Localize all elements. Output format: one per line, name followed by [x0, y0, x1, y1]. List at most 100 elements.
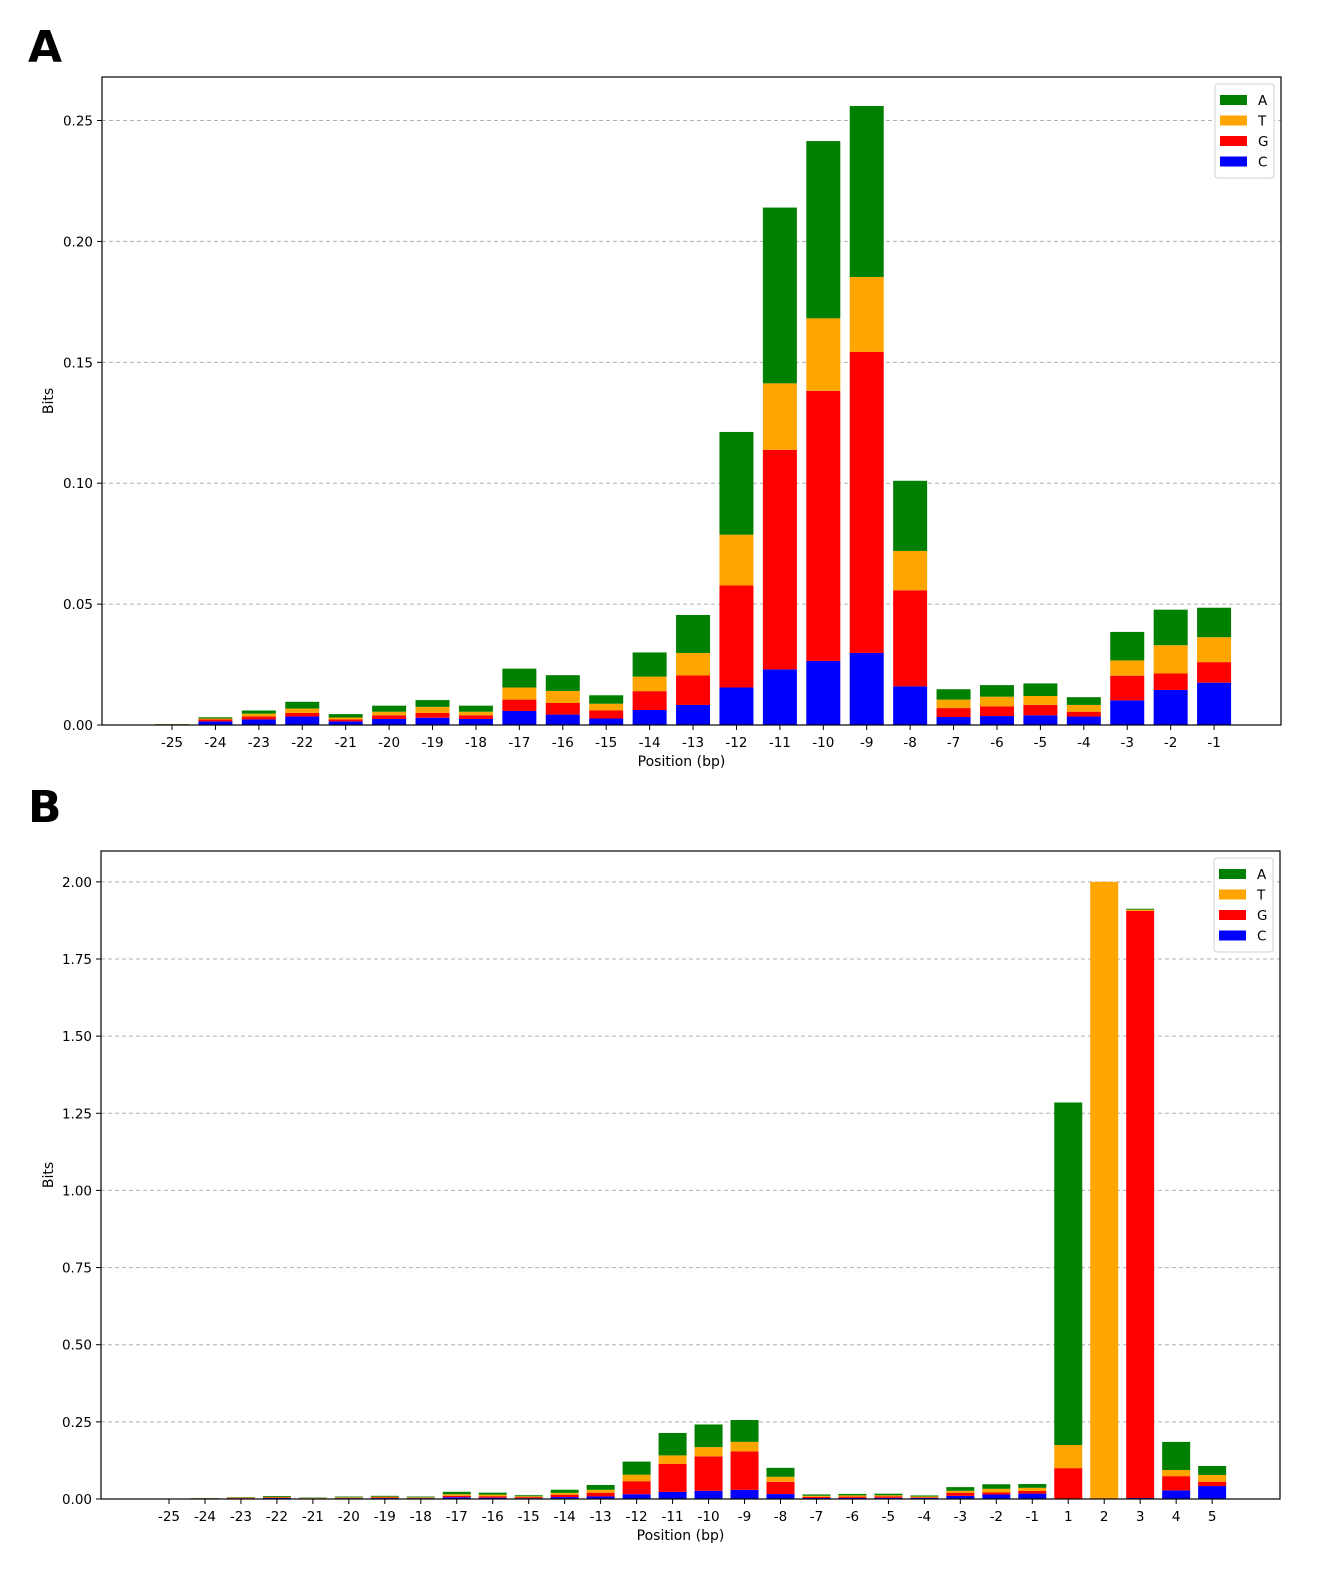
bar-A--5: [874, 1493, 903, 1496]
legend-label-G: G: [1257, 908, 1267, 924]
bar-C--14: [550, 1497, 579, 1499]
x-tick-label: -14: [554, 1509, 576, 1525]
bar-C--2: [982, 1494, 1011, 1499]
x-tick-label: -1: [1207, 735, 1220, 751]
bar-C--7: [936, 717, 971, 725]
x-tick-label: -13: [590, 1509, 612, 1525]
x-tick-label: -16: [552, 735, 574, 751]
x-tick-label: -12: [626, 1509, 648, 1525]
bar-A--7: [936, 689, 971, 700]
bar-A--12: [719, 431, 754, 535]
bar-C--16: [478, 1497, 507, 1499]
x-tick-label: -19: [374, 1509, 396, 1525]
x-tick-label: -17: [446, 1509, 468, 1525]
bar-G--6: [979, 706, 1014, 717]
bar-G--1: [1018, 1490, 1047, 1494]
bar-T--4: [1066, 704, 1101, 712]
bar-G--9: [849, 351, 884, 653]
x-tick-label: -9: [860, 735, 873, 751]
bar-T--3: [946, 1490, 975, 1493]
bar-C--1: [1018, 1493, 1047, 1499]
legend-label-G: G: [1258, 134, 1268, 150]
x-tick-label: -4: [918, 1509, 931, 1525]
x-tick-label: -18: [465, 735, 487, 751]
x-tick-label: -8: [903, 735, 916, 751]
bar-G--4: [1066, 711, 1101, 717]
x-tick-label: -10: [812, 735, 834, 751]
bar-G--13: [676, 675, 711, 705]
bar-G--10: [694, 1456, 723, 1491]
bar-A--11: [658, 1432, 687, 1456]
panel-label: A: [28, 22, 62, 73]
x-tick-label: -9: [738, 1509, 751, 1525]
bar-T--2: [982, 1488, 1011, 1493]
x-tick-label: -11: [662, 1509, 684, 1525]
bar-C--19: [415, 717, 450, 725]
y-tick-label: 0.75: [62, 1261, 92, 1277]
x-tick-label: -20: [338, 1509, 360, 1525]
bar-A--15: [514, 1495, 543, 1497]
y-tick-label: 0.25: [62, 1415, 92, 1431]
bar-A--22: [262, 1496, 291, 1497]
x-tick-label: 5: [1208, 1509, 1217, 1525]
bar-C-4: [1162, 1490, 1191, 1499]
bar-G--16: [545, 702, 580, 715]
x-tick-label: -11: [769, 735, 791, 751]
x-tick-label: -4: [1077, 735, 1090, 751]
x-tick-label: -3: [954, 1509, 967, 1525]
legend-swatch-A: [1220, 95, 1247, 105]
legend-swatch-T: [1219, 889, 1246, 900]
bar-G--7: [936, 708, 971, 718]
y-tick-label: 2.00: [62, 875, 92, 891]
bar-T--24: [198, 718, 233, 720]
bar-C--2: [1153, 689, 1188, 725]
bar-T--1: [1197, 637, 1232, 663]
bar-A-3: [1126, 908, 1155, 910]
bar-G-3: [1126, 910, 1155, 1499]
bar-T--14: [550, 1492, 579, 1495]
legend-swatch-A: [1219, 869, 1246, 879]
bar-A--11: [762, 207, 797, 384]
legend-swatch-C: [1220, 156, 1247, 167]
x-tick-label: -25: [158, 1509, 180, 1525]
y-tick-label: 0.20: [63, 234, 93, 250]
bar-T--17: [502, 687, 537, 700]
bar-T--10: [806, 318, 841, 391]
bar-A--3: [946, 1487, 975, 1491]
bar-G--2: [1153, 673, 1188, 690]
bar-C--16: [545, 714, 580, 725]
bar-G--12: [719, 585, 754, 688]
bar-A--22: [285, 701, 320, 709]
bar-T--6: [838, 1495, 867, 1497]
bar-A--12: [622, 1461, 651, 1475]
bar-A--9: [730, 1420, 759, 1442]
y-axis-label: Bits: [41, 388, 57, 414]
legend-box: [1213, 857, 1274, 953]
bar-C--5: [874, 1497, 903, 1499]
bar-T--12: [719, 534, 754, 586]
x-tick-label: -2: [990, 1509, 1003, 1525]
x-tick-label: 4: [1172, 1509, 1181, 1525]
bar-C--12: [622, 1494, 651, 1499]
bar-A--15: [589, 695, 624, 704]
bar-T--7: [936, 699, 971, 709]
bar-C--3: [1110, 700, 1145, 725]
x-tick-label: -17: [508, 735, 530, 751]
bar-T--15: [514, 1496, 543, 1498]
x-tick-label: -2: [1164, 735, 1177, 751]
bar-T--13: [676, 652, 711, 676]
bar-C-5: [1198, 1486, 1227, 1499]
bar-G--3: [946, 1492, 975, 1496]
bar-A-4: [1162, 1441, 1191, 1470]
bar-G--5: [874, 1496, 903, 1498]
bar-A--8: [893, 480, 928, 551]
x-tick-label: -23: [230, 1509, 252, 1525]
bar-C--23: [241, 719, 276, 725]
x-tick-label: -14: [639, 735, 661, 751]
bar-T--10: [694, 1447, 723, 1457]
bar-T-2: [1090, 881, 1119, 1499]
y-axis-label: Bits: [41, 1162, 57, 1188]
bar-C--8: [893, 686, 928, 725]
bar-C--13: [586, 1496, 615, 1499]
bar-G--21: [328, 719, 363, 722]
